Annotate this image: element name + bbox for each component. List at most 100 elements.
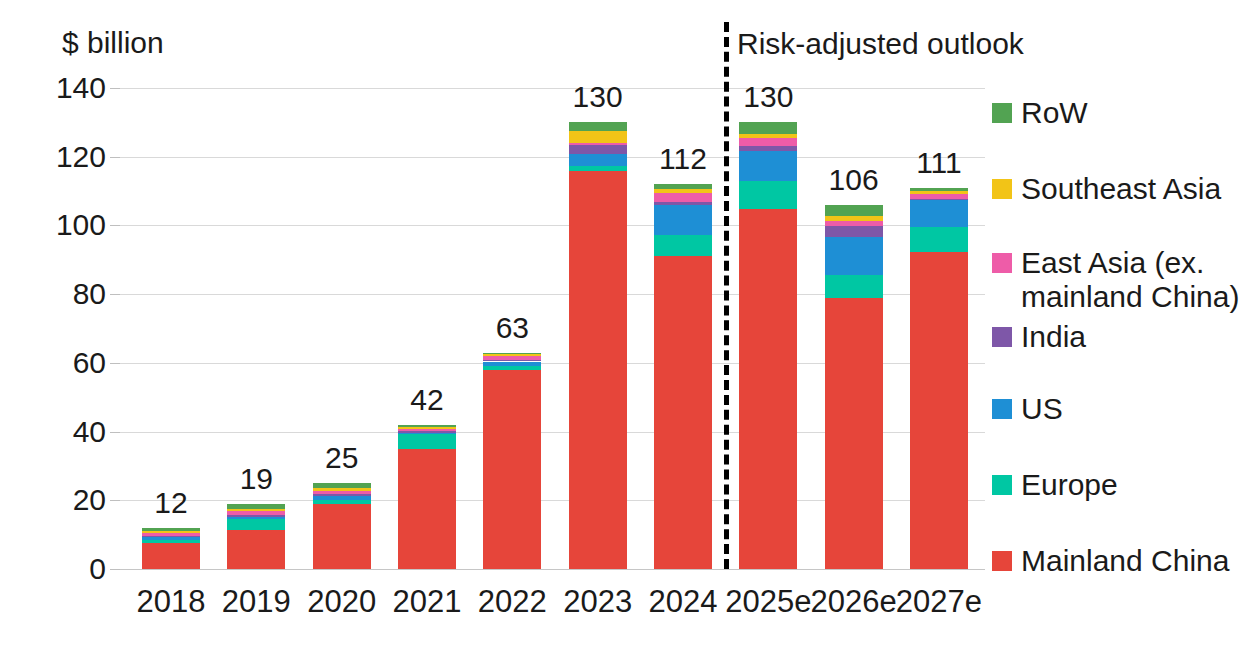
bar-segment-2021-india	[398, 431, 456, 433]
y-tick-label-40: 40	[38, 416, 106, 448]
bar-segment-2025e-india	[739, 146, 797, 151]
outlook-annotation: Risk-adjusted outlook	[737, 27, 1024, 61]
bar-segment-2026e-east-asia-ex-mainland-china-	[825, 221, 883, 226]
legend: RoW Southeast Asia East Asia (ex. mainland…	[992, 80, 1248, 620]
bar-segment-2024-row	[654, 184, 712, 188]
legend-swatch-icon	[992, 179, 1012, 199]
gridline-0	[120, 569, 985, 570]
y-tick-mark-120	[110, 157, 120, 158]
bar-segment-2019-europe	[227, 519, 285, 529]
bar-segment-2024-east-asia-ex-mainland-china-	[654, 193, 712, 202]
legend-item-row: RoW	[992, 96, 1248, 130]
bar-segment-2018-row	[142, 528, 200, 531]
bar-segment-2023-southeast-asia	[569, 131, 627, 143]
bar-segment-2020-india	[313, 494, 371, 496]
bar-segment-2027e-east-asia-ex-mainland-china-	[910, 194, 968, 198]
y-tick-label-0: 0	[38, 553, 106, 585]
bar-segment-2022-mainland-china	[483, 370, 541, 569]
y-tick-mark-80	[110, 294, 120, 295]
bar-segment-2019-india	[227, 515, 285, 517]
bar-segment-2020-row	[313, 483, 371, 488]
bar-segment-2021-east-asia-ex-mainland-china-	[398, 429, 456, 431]
legend-swatch-icon	[992, 253, 1012, 273]
y-tick-mark-0	[110, 569, 120, 570]
legend-label: US	[1021, 392, 1063, 426]
bar-segment-2026e-europe	[825, 275, 883, 298]
bar-segment-2018-mainland-china	[142, 543, 200, 569]
bar-segment-2025e-europe	[739, 181, 797, 209]
bar-total-label-2020: 25	[287, 442, 397, 474]
bar-segment-2023-east-asia-ex-mainland-china-	[569, 143, 627, 146]
y-tick-mark-140	[110, 88, 120, 89]
bar-segment-2021-us	[398, 433, 456, 434]
legend-swatch-icon	[992, 399, 1012, 419]
bar-segment-2022-india	[483, 360, 541, 361]
bar-segment-2020-mainland-china	[313, 504, 371, 569]
bar-segment-2022-europe	[483, 366, 541, 370]
bar-segment-2019-southeast-asia	[227, 509, 285, 512]
bar-segment-2019-mainland-china	[227, 530, 285, 570]
bar-segment-2021-europe	[398, 434, 456, 448]
bar-segment-2027e-mainland-china	[910, 252, 968, 569]
legend-label: Southeast Asia	[1021, 172, 1221, 206]
legend-label: RoW	[1021, 96, 1088, 130]
bar-segment-2025e-east-asia-ex-mainland-china-	[739, 138, 797, 146]
y-tick-mark-60	[110, 363, 120, 364]
bar-segment-2020-europe	[313, 500, 371, 504]
legend-swatch-icon	[992, 551, 1012, 571]
bar-segment-2023-us	[569, 154, 627, 166]
legend-swatch-icon	[992, 475, 1012, 495]
bar-segment-2025e-us	[739, 151, 797, 181]
y-axis-title: $ billion	[62, 26, 164, 60]
y-tick-mark-100	[110, 225, 120, 226]
bar-segment-2020-east-asia-ex-mainland-china-	[313, 491, 371, 494]
bar-total-label-2027e: 111	[884, 147, 994, 179]
y-tick-mark-40	[110, 432, 120, 433]
bar-total-label-2021: 42	[372, 384, 482, 416]
legend-item-east-asia-ex-mainland-china-: East Asia (ex. mainland China)	[992, 246, 1248, 314]
bar-segment-2023-india	[569, 145, 627, 153]
bar-segment-2022-row	[483, 353, 541, 354]
bar-segment-2020-southeast-asia	[313, 488, 371, 491]
y-tick-label-60: 60	[38, 347, 106, 379]
bar-total-label-2024: 112	[628, 143, 738, 175]
legend-item-india: India	[992, 320, 1248, 354]
bar-segment-2018-india	[142, 536, 200, 538]
bar-segment-2026e-mainland-china	[825, 298, 883, 569]
bar-segment-2026e-southeast-asia	[825, 216, 883, 221]
legend-label: India	[1021, 320, 1086, 354]
legend-item-us: US	[992, 392, 1248, 426]
bar-segment-2023-europe	[569, 166, 627, 171]
legend-item-europe: Europe	[992, 468, 1248, 502]
y-tick-label-100: 100	[38, 209, 106, 241]
bar-segment-2027e-india	[910, 199, 968, 201]
bar-segment-2024-mainland-china	[654, 256, 712, 569]
legend-item-mainland-china: Mainland China	[992, 544, 1248, 578]
y-tick-label-120: 120	[38, 141, 106, 173]
bar-segment-2018-europe	[142, 540, 200, 543]
legend-swatch-icon	[992, 327, 1012, 347]
stacked-bar-chart: $ billion Risk-adjusted outlook RoW South…	[0, 0, 1248, 651]
bar-segment-2019-us	[227, 517, 285, 519]
bar-segment-2019-row	[227, 504, 285, 509]
y-tick-label-140: 140	[38, 72, 106, 104]
bar-segment-2027e-southeast-asia	[910, 191, 968, 194]
bar-segment-2023-row	[569, 122, 627, 131]
x-tick-label-2027e: 2027e	[884, 585, 994, 619]
bar-segment-2021-mainland-china	[398, 449, 456, 569]
bar-segment-2022-southeast-asia	[483, 354, 541, 356]
bar-segment-2025e-southeast-asia	[739, 134, 797, 138]
bar-segment-2023-mainland-china	[569, 171, 627, 569]
gridline-120	[120, 157, 985, 158]
bar-segment-2024-europe	[654, 235, 712, 256]
bar-segment-2018-east-asia-ex-mainland-china-	[142, 533, 200, 536]
legend-label: Europe	[1021, 468, 1118, 502]
bar-segment-2026e-us	[825, 237, 883, 274]
legend-label: East Asia (ex. mainland China)	[1021, 246, 1248, 314]
legend-label: Mainland China	[1021, 544, 1229, 578]
bar-segment-2019-east-asia-ex-mainland-china-	[227, 511, 285, 514]
bar-segment-2026e-row	[825, 205, 883, 216]
bar-segment-2027e-europe	[910, 227, 968, 252]
bar-segment-2021-row	[398, 425, 456, 427]
bar-segment-2025e-row	[739, 122, 797, 134]
